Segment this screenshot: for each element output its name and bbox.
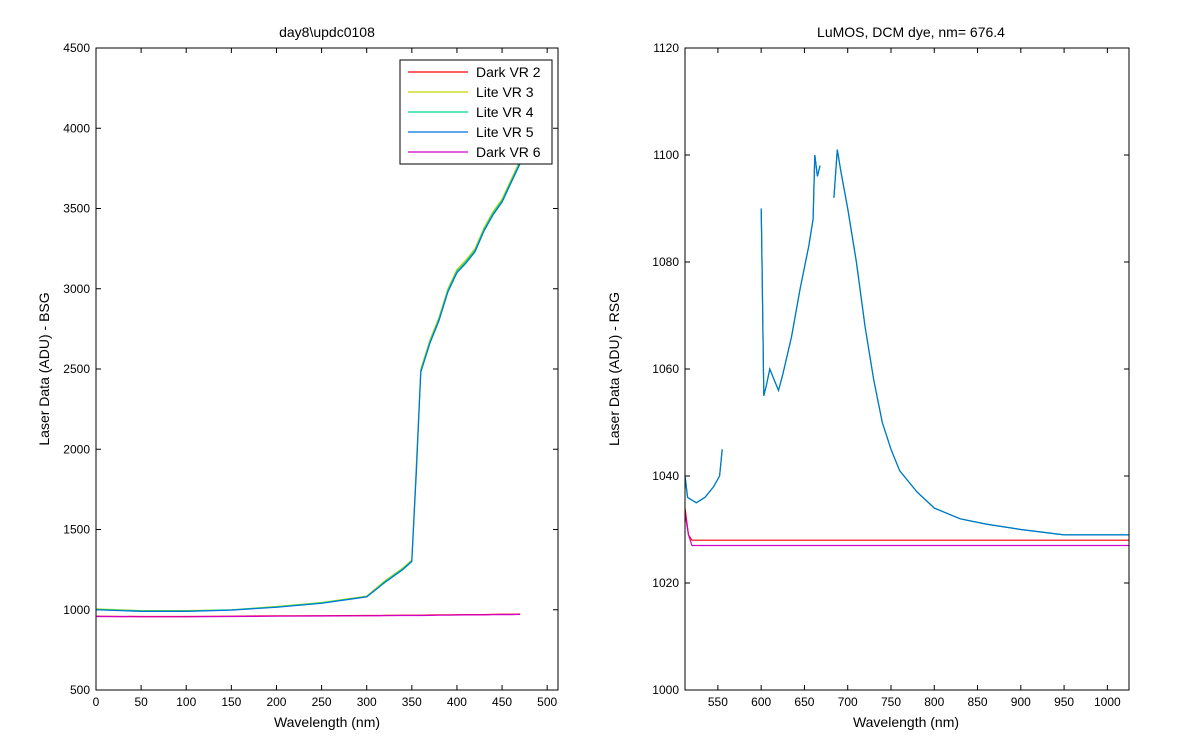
left-y-tick-label: 3500: [63, 202, 90, 216]
left-y-tick-label: 1500: [63, 523, 90, 537]
left-x-tick-label: 50: [134, 695, 148, 709]
left-x-tick-label: 300: [357, 695, 377, 709]
legend-entry: Dark VR 2: [476, 64, 541, 80]
right-chart-title: LuMOS, DCM dye, nm= 676.4: [817, 24, 1005, 40]
legend-entry: Lite VR 3: [476, 84, 534, 100]
right-y-tick-label: 1100: [653, 148, 679, 162]
left-x-tick-label: 100: [176, 695, 196, 709]
right-series-line-dark-vr-6: [684, 513, 1129, 547]
left-chart-title: day8\updc0108: [279, 24, 375, 40]
left-y-axis-label: Laser Data (ADU) - BSG: [36, 292, 52, 445]
left-y-tick-label: 4500: [63, 41, 90, 55]
right-series-line-lite-vr-5: [833, 149, 1129, 536]
left-x-tick-label: 400: [447, 695, 467, 709]
right-x-tick-label: 750: [881, 695, 901, 709]
right-ticks: 550 600 650 700 750 800 850 900 950 1000 1000 1020 1…: [652, 41, 1129, 709]
left-x-tick-label: 450: [492, 695, 512, 709]
left-y-tick-label: 4000: [63, 121, 90, 135]
right-x-tick-label: 700: [838, 695, 858, 709]
right-series-line-lite-vr-5: [684, 449, 723, 504]
right-y-tick-label: 1080: [652, 255, 679, 269]
right-y-tick-label: 1000: [652, 683, 679, 697]
left-ticks: 0 50 100 150 200 250 300 350 400 450 500 500 1000 150…: [63, 41, 558, 709]
right-axes-box: [684, 47, 1130, 691]
legend-entry: Dark VR 6: [476, 144, 541, 160]
left-x-tick-label: 500: [537, 695, 557, 709]
right-y-axis-label: Laser Data (ADU) - RSG: [606, 292, 622, 446]
left-axes-box: [95, 47, 559, 691]
right-x-axis-label: Wavelength (nm): [853, 714, 959, 730]
right-x-tick-label: 600: [751, 695, 771, 709]
right-series-lines: [684, 149, 1129, 547]
right-x-tick-label: 650: [794, 695, 814, 709]
right-panel: LuMOS, DCM dye, nm= 676.4 Wavelength (nm…: [606, 24, 1130, 730]
left-series-lines: [95, 160, 521, 618]
left-x-tick-label: 150: [221, 695, 241, 709]
left-y-tick-label: 2500: [63, 362, 90, 376]
legend-entry: Lite VR 5: [476, 124, 534, 140]
right-series-line-lite-vr-5: [760, 154, 821, 396]
left-x-tick-label: 250: [312, 695, 332, 709]
legend: Dark VR 2 Lite VR 3 Lite VR 4 Lite VR 5 Dark…: [399, 59, 553, 165]
left-series-line-lite-vr-5: [95, 163, 521, 613]
right-x-tick-label: 900: [1011, 695, 1031, 709]
legend-entry: Lite VR 4: [476, 104, 534, 120]
left-y-tick-label: 500: [70, 683, 90, 697]
right-y-tick-label: 1040: [652, 469, 679, 483]
left-x-tick-label: 0: [93, 695, 100, 709]
left-panel: day8\updc0108 Wavelength (nm) Laser Data…: [36, 24, 559, 730]
right-x-tick-label: 800: [924, 695, 944, 709]
right-y-tick-label: 1020: [652, 576, 679, 590]
right-x-tick-label: 850: [968, 695, 988, 709]
right-x-tick-label: 550: [708, 695, 728, 709]
left-x-axis-label: Wavelength (nm): [274, 714, 380, 730]
right-x-tick-label: 1000: [1094, 695, 1121, 709]
left-y-tick-label: 3000: [63, 282, 90, 296]
right-y-tick-label: 1120: [653, 41, 679, 55]
right-y-tick-label: 1060: [652, 362, 679, 376]
left-series-line-dark-vr-6: [95, 613, 521, 618]
right-x-tick-label: 950: [1054, 695, 1074, 709]
left-y-tick-label: 2000: [63, 442, 90, 456]
left-y-tick-label: 1000: [63, 603, 90, 617]
left-x-tick-label: 200: [266, 695, 286, 709]
left-x-tick-label: 350: [402, 695, 422, 709]
